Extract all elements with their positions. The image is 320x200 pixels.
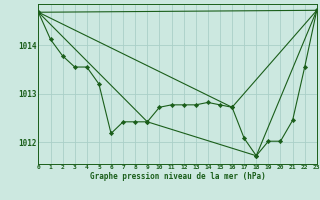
X-axis label: Graphe pression niveau de la mer (hPa): Graphe pression niveau de la mer (hPa): [90, 172, 266, 181]
